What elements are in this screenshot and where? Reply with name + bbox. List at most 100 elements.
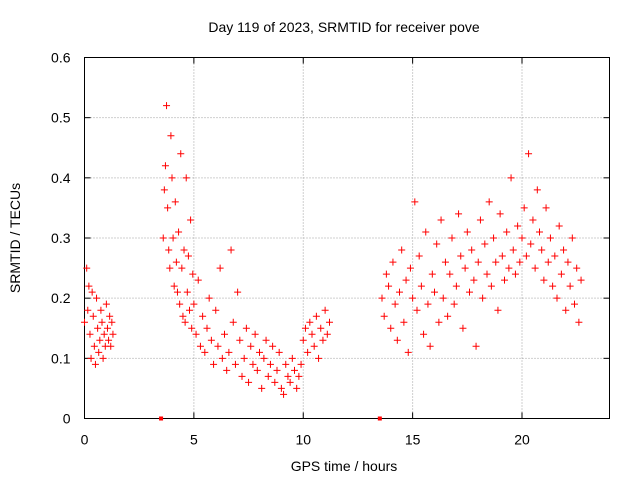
data-point <box>400 318 408 326</box>
data-point <box>247 342 255 350</box>
data-point <box>577 276 585 284</box>
data-point <box>212 306 220 314</box>
data-point <box>503 228 511 236</box>
data-point <box>103 324 111 332</box>
y-tick-label: 0.1 <box>51 350 71 366</box>
data-point <box>459 324 467 332</box>
chart-title: Day 119 of 2023, SRMTID for receiver pov… <box>208 19 480 35</box>
data-point <box>159 234 167 242</box>
data-point <box>424 300 432 308</box>
data-point <box>190 300 198 308</box>
data-point <box>518 234 526 242</box>
data-point <box>164 204 172 212</box>
data-point <box>525 150 533 158</box>
data-point <box>306 318 314 326</box>
data-point <box>180 246 188 254</box>
data-point <box>203 324 211 332</box>
y-tick-label: 0.6 <box>51 50 71 66</box>
data-point <box>107 342 115 350</box>
data-point <box>214 342 222 350</box>
data-point <box>277 384 285 392</box>
data-point <box>444 312 452 320</box>
data-point <box>183 288 191 296</box>
data-point <box>422 228 430 236</box>
data-point <box>260 354 268 362</box>
data-point <box>485 198 493 206</box>
data-point <box>435 318 443 326</box>
data-point <box>273 366 281 374</box>
data-point <box>251 330 259 338</box>
data-point <box>391 300 399 308</box>
data-point <box>231 360 239 368</box>
data-point <box>380 312 388 320</box>
data-point <box>238 372 246 380</box>
data-point <box>275 348 283 356</box>
data-point <box>98 318 106 326</box>
plot-frame <box>84 57 610 419</box>
data-point <box>472 342 480 350</box>
data-point <box>411 198 419 206</box>
data-point <box>413 306 421 314</box>
data-point <box>266 360 274 368</box>
data-point <box>308 330 316 338</box>
data-point <box>514 222 522 230</box>
data-point <box>483 270 491 278</box>
data-point <box>229 318 237 326</box>
data-point <box>94 324 102 332</box>
data-point <box>99 354 107 362</box>
data-point <box>297 360 305 368</box>
data-point <box>557 270 565 278</box>
data-point <box>542 204 550 212</box>
data-point <box>245 378 253 386</box>
data-point <box>280 390 288 398</box>
y-tick-labels: 0 0.1 0.2 0.3 0.4 0.5 0.6 <box>51 50 71 427</box>
data-point <box>546 234 554 242</box>
data-point <box>529 216 537 224</box>
data-point <box>218 354 226 362</box>
data-point <box>378 294 386 302</box>
data-point <box>566 282 574 290</box>
data-point <box>168 174 176 182</box>
data-point <box>163 102 171 110</box>
data-point <box>540 276 548 284</box>
data-point <box>105 336 113 344</box>
data-point <box>86 330 94 338</box>
data-point <box>184 252 192 260</box>
data-point <box>288 354 296 362</box>
data-point <box>393 336 401 344</box>
data-point <box>171 198 179 206</box>
data-point <box>549 282 557 290</box>
data-point <box>271 378 279 386</box>
data-point <box>487 282 495 290</box>
data-point <box>106 312 114 320</box>
y-axis-label: SRMTID / TECUs <box>7 183 23 293</box>
y-tick-label: 0.3 <box>51 230 71 246</box>
data-point <box>178 264 186 272</box>
data-point <box>175 228 183 236</box>
data-point <box>85 282 93 290</box>
data-point <box>568 234 576 242</box>
data-point <box>181 318 189 326</box>
data-point <box>417 282 425 290</box>
data-point <box>470 276 478 284</box>
x-tick-label: 10 <box>295 432 311 448</box>
data-point <box>91 360 99 368</box>
data-point <box>172 258 180 266</box>
data-point <box>385 282 393 290</box>
data-point <box>160 186 168 194</box>
data-point <box>284 372 292 380</box>
data-point <box>207 336 215 344</box>
data-point <box>319 336 327 344</box>
data-point <box>317 324 325 332</box>
data-point <box>199 312 207 320</box>
data-point <box>531 264 539 272</box>
data-point <box>177 150 185 158</box>
y-tick-label: 0.5 <box>51 110 71 126</box>
data-point <box>166 264 174 272</box>
data-point <box>89 312 97 320</box>
data-point <box>450 300 458 308</box>
data-point <box>476 216 484 224</box>
data-point <box>433 240 441 248</box>
axis-ticks <box>84 57 610 419</box>
